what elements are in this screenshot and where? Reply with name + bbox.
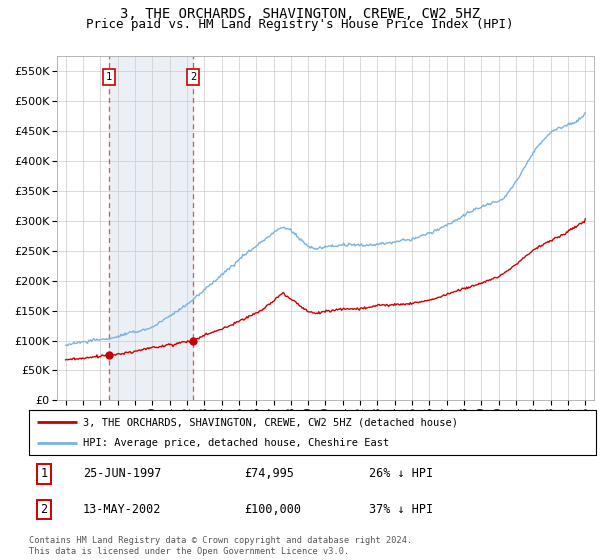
FancyBboxPatch shape [29,410,596,455]
Text: 1: 1 [106,72,112,82]
Text: 3, THE ORCHARDS, SHAVINGTON, CREWE, CW2 5HZ (detached house): 3, THE ORCHARDS, SHAVINGTON, CREWE, CW2 … [83,417,458,427]
Text: Contains HM Land Registry data © Crown copyright and database right 2024.
This d: Contains HM Land Registry data © Crown c… [29,536,412,556]
Text: £74,995: £74,995 [244,468,294,480]
Text: Price paid vs. HM Land Registry's House Price Index (HPI): Price paid vs. HM Land Registry's House … [86,18,514,31]
Text: 2: 2 [41,503,47,516]
Text: 2: 2 [190,72,196,82]
Text: £100,000: £100,000 [244,503,301,516]
Text: 37% ↓ HPI: 37% ↓ HPI [369,503,433,516]
Text: 3, THE ORCHARDS, SHAVINGTON, CREWE, CW2 5HZ: 3, THE ORCHARDS, SHAVINGTON, CREWE, CW2 … [120,7,480,21]
Text: 1: 1 [41,468,47,480]
Text: 26% ↓ HPI: 26% ↓ HPI [369,468,433,480]
Text: 13-MAY-2002: 13-MAY-2002 [83,503,161,516]
Bar [109,56,193,400]
Text: 25-JUN-1997: 25-JUN-1997 [83,468,161,480]
Text: HPI: Average price, detached house, Cheshire East: HPI: Average price, detached house, Ches… [83,437,389,447]
